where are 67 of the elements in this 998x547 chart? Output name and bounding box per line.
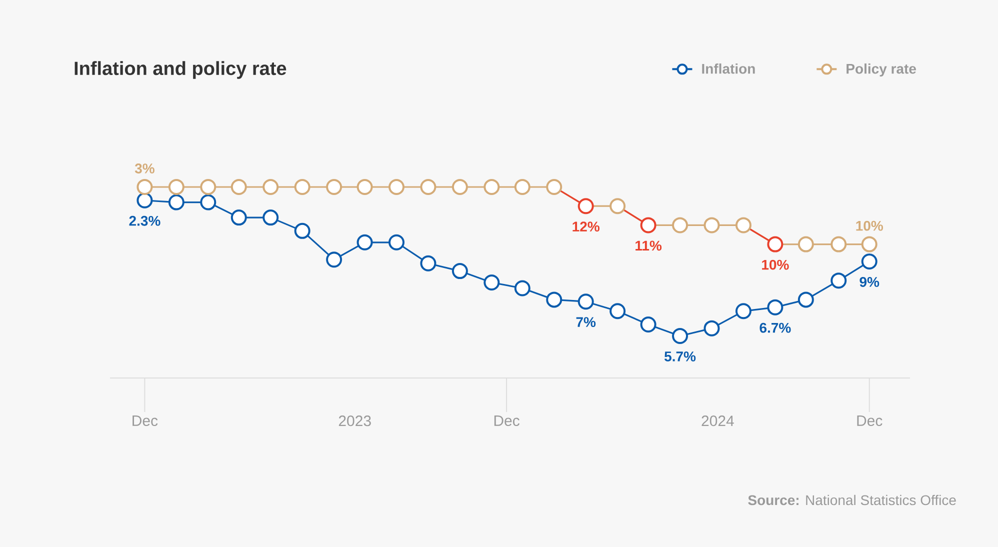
chart-title: Inflation and policy rate (74, 61, 286, 79)
annotation: 9% (860, 277, 880, 287)
point (735, 303, 752, 320)
point (356, 234, 373, 250)
point (704, 217, 720, 234)
point (610, 198, 626, 214)
point (798, 236, 814, 252)
point (578, 294, 594, 310)
point (136, 192, 153, 208)
point (767, 299, 784, 316)
point (735, 217, 752, 234)
x-tick-label: Dec (857, 416, 882, 426)
annotation: 10% (762, 260, 789, 270)
point (388, 234, 404, 250)
point (294, 222, 310, 239)
point (200, 179, 216, 195)
point (610, 303, 626, 320)
point (452, 179, 468, 195)
annotation: 6.7% (760, 322, 791, 333)
point (830, 236, 847, 252)
point (704, 320, 720, 336)
point (514, 280, 530, 296)
point (262, 179, 279, 195)
x-tick-label: 2023 (338, 416, 371, 426)
point (168, 179, 184, 195)
annotation: 11% (636, 240, 662, 251)
point (830, 272, 847, 289)
legend-label: Inflation (702, 63, 755, 74)
point (672, 217, 688, 234)
point (640, 217, 656, 234)
annotation: 12% (572, 222, 600, 232)
point (356, 179, 373, 195)
point (388, 179, 404, 195)
point (672, 328, 688, 344)
point (136, 179, 153, 195)
point (262, 210, 279, 226)
point (578, 198, 594, 214)
point (861, 236, 878, 252)
annotation: 5.7% (664, 352, 696, 362)
x-tick-label: 2024 (702, 416, 734, 426)
point (200, 194, 216, 210)
text: Source: National Statistics Office (748, 494, 956, 506)
point (420, 255, 436, 272)
x-tick-label: Dec (494, 416, 520, 426)
annotation: 7% (576, 317, 596, 327)
point (484, 179, 500, 195)
point (452, 263, 468, 280)
point (230, 210, 247, 226)
point (546, 179, 562, 195)
point (767, 236, 784, 252)
point (861, 253, 878, 270)
point (326, 179, 342, 195)
point (546, 292, 562, 308)
point (168, 194, 184, 210)
annotation: 10% (856, 220, 883, 231)
point (640, 316, 656, 333)
legend-label: Policy rate (846, 63, 916, 77)
point (484, 274, 500, 290)
point (326, 252, 342, 268)
point (514, 179, 530, 195)
point (294, 179, 310, 195)
annotation: 2.3% (129, 216, 160, 226)
x-tick-label: Dec (132, 416, 158, 426)
annotation: 3% (134, 164, 154, 174)
point (230, 179, 247, 195)
point (420, 179, 436, 195)
point (798, 292, 814, 308)
